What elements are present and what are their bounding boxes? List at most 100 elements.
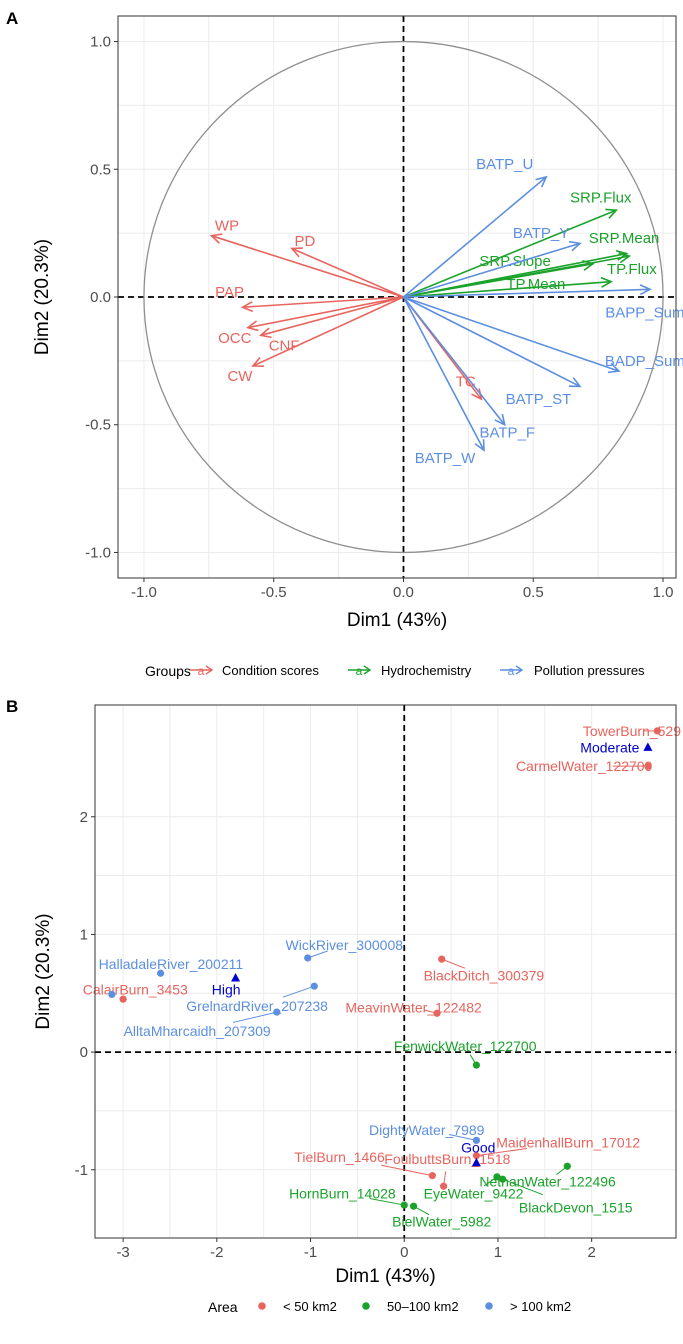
variable-label-batp-st: BATP_ST: [506, 391, 572, 408]
point-tielburn-1466: [428, 1172, 436, 1180]
point-label-blackditch-300379: BlackDitch_300379: [424, 968, 545, 984]
x-tick-label: -3: [116, 1244, 129, 1261]
x-axis-title: Dim1 (43%): [347, 610, 447, 631]
arrowhead: [471, 388, 483, 401]
point-fenwickwater-122700: [472, 1061, 480, 1069]
arrow-occ: [247, 296, 404, 329]
legend-key-arrowhead: [515, 665, 524, 675]
arrowhead: [251, 356, 264, 367]
variable-label-batp-w: BATP_W: [415, 450, 476, 467]
legend-key-arrowhead: [363, 665, 372, 675]
x-axis-title: Dim1 (43%): [335, 1266, 435, 1287]
point-alltamharcaidh-207309: [273, 1008, 281, 1016]
point-label-halladaleriver-200211: HalladaleRiver_200211: [99, 956, 244, 972]
point-maidenhallburn-17012: [472, 1152, 480, 1160]
point-grelnardriver-207238: [310, 982, 318, 990]
x-tick-label: -1.0: [131, 584, 157, 601]
point-label-calairburn-3453: CalairBurn_3453: [83, 982, 188, 998]
arrowhead: [209, 233, 223, 244]
arrow-wp: [211, 234, 404, 298]
arrowhead: [568, 377, 582, 388]
legend-key-point: [485, 1302, 493, 1310]
legend-key-glyph: a: [356, 664, 363, 678]
centroid-marker-good: [471, 1157, 481, 1167]
centroid-label-good: Good: [461, 1139, 495, 1155]
x-tick-label: 0.0: [393, 584, 414, 601]
arrow-tp-mean: [403, 280, 612, 298]
arrow-srp-slope: [403, 263, 594, 298]
arrow-pap: [242, 296, 404, 309]
label-leader-line: [232, 1011, 277, 1023]
arrowhead: [607, 362, 621, 374]
arrowhead: [535, 175, 548, 188]
panel-b-individuals-plot: -3 -2 -1 0 1 2 -1 0 1 2 TowerBurn_529 CarmelWater_1…: [33, 704, 681, 1315]
point-dightywater-7989: [472, 1136, 480, 1144]
legend-key-arrowhead: [205, 665, 214, 675]
point-calairburn-3453: [119, 995, 127, 1003]
label-leader-line: [381, 1164, 433, 1177]
legend-entry-label: Condition scores: [222, 663, 319, 678]
centroid-label-high: High: [212, 982, 241, 998]
point-wickriver-300008: [304, 954, 312, 962]
point-label-alltamharcaidh-207309: AlltaMharcaidh_207309: [124, 1023, 271, 1039]
point-blackdevon-1515: [499, 1175, 507, 1183]
y-tick-label: 0: [80, 1044, 88, 1061]
y-tick-label: 2: [80, 809, 88, 826]
variable-label-tp-mean: TP.Mean: [506, 276, 565, 293]
centroid-marker-moderate: [643, 742, 653, 751]
x-tick-label: -2: [210, 1244, 223, 1261]
variable-label-batp-f: BATP_F: [480, 424, 536, 441]
y-tick-label: 0.0: [90, 289, 111, 306]
arrowhead: [605, 208, 619, 219]
variable-label-cw: CW: [227, 368, 253, 385]
arrowhead: [240, 301, 254, 313]
point-label-hornburn-14028: HornBurn_14028: [289, 1185, 396, 1201]
y-axis-title: Dim2 (20.3%): [32, 239, 53, 355]
variable-label-pd: PD: [294, 233, 315, 250]
y-tick-label: -1: [75, 1162, 88, 1179]
legend-title: Groups: [145, 663, 191, 679]
label-leader-line: [448, 1134, 477, 1141]
point-blackditch-300379: [438, 955, 446, 963]
arrow-pd: [291, 247, 404, 298]
arrow-batp-f: [402, 296, 506, 426]
variable-label-occ: OCC: [218, 330, 252, 347]
arrow-srp-flux: [403, 209, 617, 298]
arrow-batp-y: [403, 242, 581, 298]
variable-label-srp-mean: SRP.Mean: [589, 230, 660, 247]
label-leader-line: [370, 1198, 405, 1206]
point-label-nethanwater-122496: NethanWater_122496: [479, 1174, 616, 1190]
arrowhead: [474, 439, 485, 452]
point-label-towerburn-529: TowerBurn_529: [583, 723, 681, 739]
arrowhead: [618, 252, 632, 264]
point-label-wickriver-300008: WickRiver_300008: [286, 937, 404, 953]
point-label-grelnardriver-207238: GrelnardRiver_207238: [186, 998, 328, 1014]
point-label-carmelwater-122709: CarmelWater_122709: [516, 758, 653, 774]
legend-entry-label: > 100 km2: [510, 1299, 571, 1314]
point-label-maidenhallburn-17012: MaidenhallBurn_17012: [496, 1135, 640, 1151]
legend-entry-label: < 50 km2: [283, 1299, 337, 1314]
arrowhead: [600, 276, 613, 288]
label-leader-line: [441, 958, 466, 969]
point-carmelwater-122709: [644, 762, 652, 770]
point-eyewater-9422: [493, 1173, 501, 1181]
panel-b-letter: B: [6, 697, 18, 716]
arrowhead: [568, 240, 582, 252]
legend-entry-label: Pollution pressures: [534, 663, 645, 678]
point-halladaleriver-200211: [156, 969, 165, 977]
y-tick-label: 1: [80, 926, 88, 943]
arrow-bapp-sum: [403, 288, 651, 298]
x-tick-label: 0: [400, 1244, 408, 1261]
point-hornburn-14028: [400, 1201, 408, 1209]
point-label-eyewater-9422: EyeWater_9422: [424, 1185, 524, 1201]
arrow-batp-w: [402, 296, 485, 451]
point-label-blackdevon-1515: BlackDevon_1515: [519, 1199, 633, 1215]
panel-a-variables-plot: -1.0 -0.5 0.0 0.5 1.0 -1.0 -0.5 0.0 0.5 1.0 WP PD PA…: [32, 15, 683, 679]
arrowhead: [258, 327, 272, 339]
point-towerburn-529: [653, 727, 661, 735]
x-tick-label: -0.5: [261, 584, 287, 601]
label-leader-line: [502, 1178, 544, 1196]
x-tick-label: 1.0: [653, 584, 674, 601]
legend-key-point: [362, 1302, 370, 1310]
